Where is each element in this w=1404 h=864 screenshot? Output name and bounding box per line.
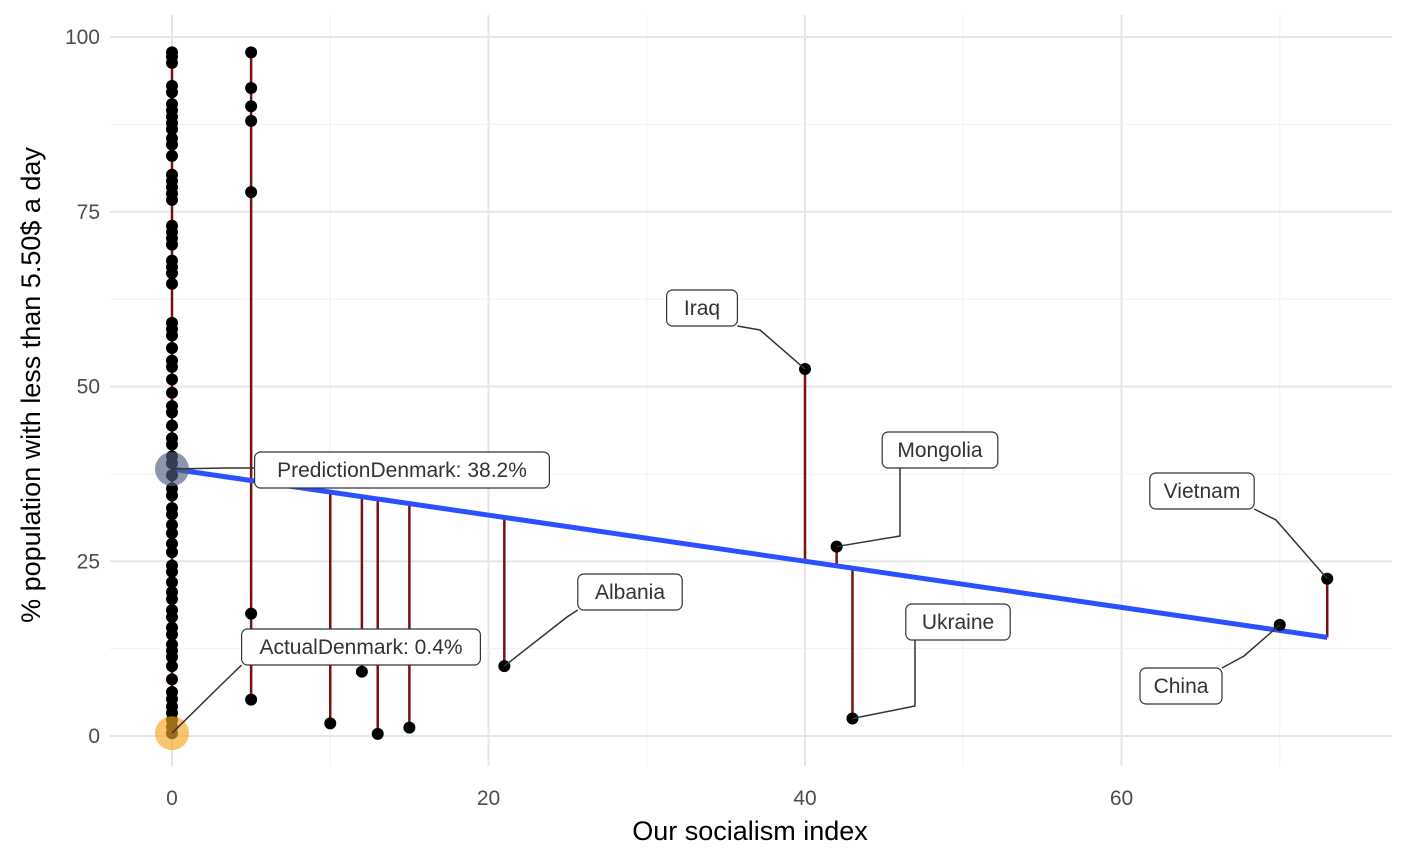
annotation-leader: [1221, 624, 1281, 669]
annotation-label: PredictionDenmark: 38.2%: [277, 459, 527, 482]
data-point: [166, 673, 178, 686]
data-point: [166, 149, 178, 162]
data-point: [166, 576, 178, 589]
data-point: [245, 46, 258, 59]
y-axis-title: % population with less than 5.50$ a day: [16, 147, 46, 623]
data-point: [166, 660, 178, 673]
data-point: [166, 123, 178, 136]
annotation-label: China: [1154, 675, 1209, 698]
data-point: [166, 438, 178, 451]
regression-line-group: [171, 466, 1328, 640]
data-point: [245, 82, 258, 95]
annotation-box: [1149, 472, 1255, 510]
data-point: [166, 406, 178, 419]
annotation-box: [881, 431, 999, 469]
y-tick-label: 50: [77, 376, 100, 399]
data-point: [166, 651, 178, 664]
annotations: Iraq Mongolia Vietnam Albania Ukraine China Pr…: [171, 289, 1328, 734]
data-point: [166, 592, 178, 605]
annotation-box: [1139, 667, 1223, 705]
x-tick-label: 20: [477, 787, 500, 810]
data-point: [166, 546, 178, 559]
x-tick-label: 0: [166, 787, 178, 810]
data-point: [166, 138, 178, 151]
data-point: [166, 628, 178, 641]
data-point: [245, 100, 258, 113]
annotation-box: [577, 573, 683, 611]
annotation-box: [241, 628, 482, 666]
y-tick-label: 25: [77, 550, 100, 573]
annotation-box: [665, 289, 738, 327]
annotation-leader: [737, 325, 806, 370]
annotation-box: [254, 451, 550, 489]
data-point: [245, 693, 258, 706]
data-point: [371, 727, 384, 740]
data-point: [166, 277, 178, 290]
data-point: [166, 342, 178, 355]
data-point: [166, 527, 178, 540]
y-tick-label: 100: [65, 26, 100, 49]
annotation-leader: [836, 468, 901, 548]
data-point: [166, 419, 178, 432]
regression-line: [171, 466, 1328, 640]
data-point: [166, 86, 178, 99]
data-point: [245, 114, 258, 127]
y-tick-label: 0: [88, 725, 100, 748]
annotation-label: Vietnam: [1164, 480, 1241, 503]
data-point: [166, 611, 178, 624]
data-point: [355, 665, 368, 678]
data-point: [166, 193, 178, 206]
annotation-box: [905, 603, 1011, 641]
annotation-leader: [171, 467, 255, 470]
annotation-label: ActualDenmark: 0.4%: [259, 636, 462, 659]
annotation-leader: [503, 609, 579, 667]
annotation-leader: [171, 664, 243, 734]
data-point: [166, 267, 178, 280]
data-point: [166, 329, 178, 342]
tick-labels: 0 20 40 60 0 25 50 75 100: [65, 26, 1133, 810]
annotation-label: Iraq: [684, 297, 720, 320]
data-point: [166, 537, 178, 550]
data-point: [324, 717, 337, 730]
data-point: [166, 518, 178, 531]
data-point: [166, 508, 178, 521]
annotation-label: Albania: [595, 581, 665, 604]
y-tick-label: 75: [77, 201, 100, 224]
data-point: [166, 565, 178, 578]
data-point: [166, 238, 178, 251]
x-axis-title: Our socialism index: [632, 816, 868, 846]
data-points: [166, 46, 1334, 740]
data-point: [166, 489, 178, 502]
annotation-label: Mongolia: [897, 439, 983, 462]
x-tick-label: 40: [793, 787, 816, 810]
annotation-leader: [852, 640, 916, 720]
data-point: [403, 721, 416, 734]
data-point: [166, 360, 178, 373]
data-point: [245, 607, 258, 620]
x-tick-label: 60: [1110, 787, 1133, 810]
data-point: [166, 386, 178, 399]
annotation-leader: [1253, 508, 1328, 580]
data-point: [166, 373, 178, 386]
data-point: [245, 186, 258, 199]
data-point: [166, 56, 178, 69]
annotation-label: Ukraine: [922, 611, 994, 634]
